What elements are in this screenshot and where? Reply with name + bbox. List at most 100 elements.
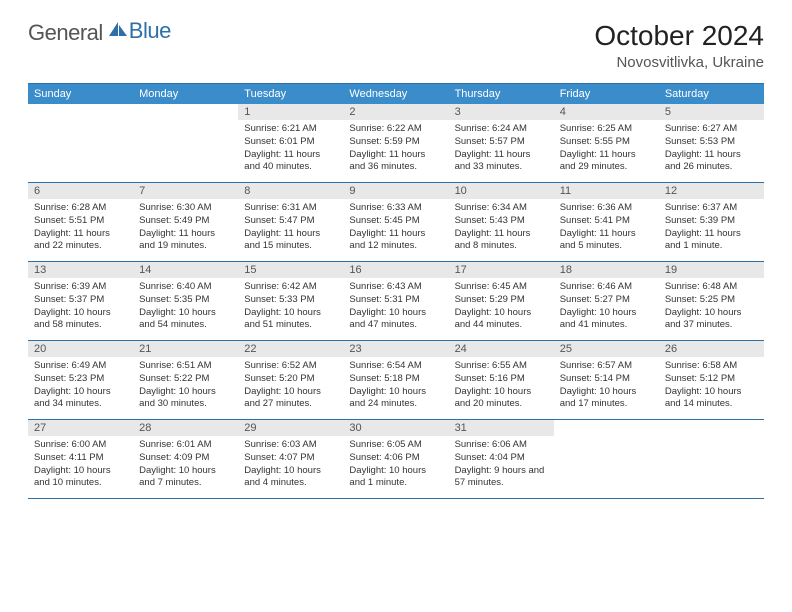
calendar-day: 25Sunrise: 6:57 AMSunset: 5:14 PMDayligh… <box>554 341 659 419</box>
day-details: Sunrise: 6:51 AMSunset: 5:22 PMDaylight:… <box>133 357 238 417</box>
day-number: 28 <box>133 420 238 436</box>
calendar-day: 8Sunrise: 6:31 AMSunset: 5:47 PMDaylight… <box>238 183 343 261</box>
week-row: 6Sunrise: 6:28 AMSunset: 5:51 PMDaylight… <box>28 183 764 262</box>
calendar-day: . <box>28 104 133 182</box>
day-details: Sunrise: 6:36 AMSunset: 5:41 PMDaylight:… <box>554 199 659 259</box>
day-number: 25 <box>554 341 659 357</box>
title-block: October 2024 Novosvitlivka, Ukraine <box>594 20 764 71</box>
logo-sail-icon <box>107 18 129 44</box>
day-number: 3 <box>449 104 554 120</box>
calendar-day: 30Sunrise: 6:05 AMSunset: 4:06 PMDayligh… <box>343 420 448 498</box>
day-number: 7 <box>133 183 238 199</box>
day-details: Sunrise: 6:37 AMSunset: 5:39 PMDaylight:… <box>659 199 764 259</box>
calendar-day: 3Sunrise: 6:24 AMSunset: 5:57 PMDaylight… <box>449 104 554 182</box>
weekday-header: Friday <box>554 84 659 104</box>
day-number: 8 <box>238 183 343 199</box>
day-number: 22 <box>238 341 343 357</box>
week-row: 27Sunrise: 6:00 AMSunset: 4:11 PMDayligh… <box>28 420 764 499</box>
day-details: Sunrise: 6:57 AMSunset: 5:14 PMDaylight:… <box>554 357 659 417</box>
day-number: 20 <box>28 341 133 357</box>
weekday-header: Tuesday <box>238 84 343 104</box>
day-number: 30 <box>343 420 448 436</box>
day-details: Sunrise: 6:39 AMSunset: 5:37 PMDaylight:… <box>28 278 133 338</box>
calendar-day: 9Sunrise: 6:33 AMSunset: 5:45 PMDaylight… <box>343 183 448 261</box>
calendar-day: 1Sunrise: 6:21 AMSunset: 6:01 PMDaylight… <box>238 104 343 182</box>
day-number: 9 <box>343 183 448 199</box>
day-details: Sunrise: 6:24 AMSunset: 5:57 PMDaylight:… <box>449 120 554 180</box>
day-details: Sunrise: 6:21 AMSunset: 6:01 PMDaylight:… <box>238 120 343 180</box>
day-number: 11 <box>554 183 659 199</box>
calendar-day: 18Sunrise: 6:46 AMSunset: 5:27 PMDayligh… <box>554 262 659 340</box>
day-number: 26 <box>659 341 764 357</box>
calendar-day: 20Sunrise: 6:49 AMSunset: 5:23 PMDayligh… <box>28 341 133 419</box>
weekday-header: Wednesday <box>343 84 448 104</box>
page-title: October 2024 <box>594 20 764 52</box>
day-details: Sunrise: 6:22 AMSunset: 5:59 PMDaylight:… <box>343 120 448 180</box>
calendar-day: 17Sunrise: 6:45 AMSunset: 5:29 PMDayligh… <box>449 262 554 340</box>
day-details: Sunrise: 6:52 AMSunset: 5:20 PMDaylight:… <box>238 357 343 417</box>
day-details: Sunrise: 6:00 AMSunset: 4:11 PMDaylight:… <box>28 436 133 496</box>
day-number: 16 <box>343 262 448 278</box>
day-details: Sunrise: 6:42 AMSunset: 5:33 PMDaylight:… <box>238 278 343 338</box>
calendar-day: 7Sunrise: 6:30 AMSunset: 5:49 PMDaylight… <box>133 183 238 261</box>
header: General Blue October 2024 Novosvitlivka,… <box>28 20 764 71</box>
day-number: 27 <box>28 420 133 436</box>
day-number: 12 <box>659 183 764 199</box>
calendar-day: 15Sunrise: 6:42 AMSunset: 5:33 PMDayligh… <box>238 262 343 340</box>
logo-text-right: Blue <box>129 18 171 44</box>
calendar-day: 27Sunrise: 6:00 AMSunset: 4:11 PMDayligh… <box>28 420 133 498</box>
calendar-day: 13Sunrise: 6:39 AMSunset: 5:37 PMDayligh… <box>28 262 133 340</box>
calendar-day: 24Sunrise: 6:55 AMSunset: 5:16 PMDayligh… <box>449 341 554 419</box>
day-details: Sunrise: 6:34 AMSunset: 5:43 PMDaylight:… <box>449 199 554 259</box>
day-number: 17 <box>449 262 554 278</box>
day-details: Sunrise: 6:55 AMSunset: 5:16 PMDaylight:… <box>449 357 554 417</box>
calendar-day: . <box>133 104 238 182</box>
calendar-day: 29Sunrise: 6:03 AMSunset: 4:07 PMDayligh… <box>238 420 343 498</box>
day-number: 13 <box>28 262 133 278</box>
day-number: 29 <box>238 420 343 436</box>
day-details: Sunrise: 6:49 AMSunset: 5:23 PMDaylight:… <box>28 357 133 417</box>
calendar-day: . <box>659 420 764 498</box>
calendar-day: 11Sunrise: 6:36 AMSunset: 5:41 PMDayligh… <box>554 183 659 261</box>
calendar-day: 26Sunrise: 6:58 AMSunset: 5:12 PMDayligh… <box>659 341 764 419</box>
calendar-day: 19Sunrise: 6:48 AMSunset: 5:25 PMDayligh… <box>659 262 764 340</box>
calendar-day: . <box>554 420 659 498</box>
logo: General Blue <box>28 20 171 46</box>
calendar-day: 31Sunrise: 6:06 AMSunset: 4:04 PMDayligh… <box>449 420 554 498</box>
calendar-day: 14Sunrise: 6:40 AMSunset: 5:35 PMDayligh… <box>133 262 238 340</box>
calendar-day: 4Sunrise: 6:25 AMSunset: 5:55 PMDaylight… <box>554 104 659 182</box>
day-number: 6 <box>28 183 133 199</box>
weekday-header: Thursday <box>449 84 554 104</box>
day-number: 23 <box>343 341 448 357</box>
logo-text-left: General <box>28 20 103 46</box>
day-number: 15 <box>238 262 343 278</box>
calendar: SundayMondayTuesdayWednesdayThursdayFrid… <box>28 83 764 499</box>
day-number: 24 <box>449 341 554 357</box>
day-number: 31 <box>449 420 554 436</box>
day-number: 14 <box>133 262 238 278</box>
calendar-day: 16Sunrise: 6:43 AMSunset: 5:31 PMDayligh… <box>343 262 448 340</box>
weekday-header: Monday <box>133 84 238 104</box>
calendar-day: 28Sunrise: 6:01 AMSunset: 4:09 PMDayligh… <box>133 420 238 498</box>
day-number: 2 <box>343 104 448 120</box>
week-row: 20Sunrise: 6:49 AMSunset: 5:23 PMDayligh… <box>28 341 764 420</box>
day-number: 5 <box>659 104 764 120</box>
day-details: Sunrise: 6:33 AMSunset: 5:45 PMDaylight:… <box>343 199 448 259</box>
calendar-day: 10Sunrise: 6:34 AMSunset: 5:43 PMDayligh… <box>449 183 554 261</box>
calendar-day: 21Sunrise: 6:51 AMSunset: 5:22 PMDayligh… <box>133 341 238 419</box>
day-details: Sunrise: 6:06 AMSunset: 4:04 PMDaylight:… <box>449 436 554 496</box>
day-number: 18 <box>554 262 659 278</box>
day-details: Sunrise: 6:45 AMSunset: 5:29 PMDaylight:… <box>449 278 554 338</box>
day-details: Sunrise: 6:30 AMSunset: 5:49 PMDaylight:… <box>133 199 238 259</box>
day-details: Sunrise: 6:43 AMSunset: 5:31 PMDaylight:… <box>343 278 448 338</box>
day-details: Sunrise: 6:46 AMSunset: 5:27 PMDaylight:… <box>554 278 659 338</box>
calendar-day: 5Sunrise: 6:27 AMSunset: 5:53 PMDaylight… <box>659 104 764 182</box>
location: Novosvitlivka, Ukraine <box>594 54 764 71</box>
calendar-day: 2Sunrise: 6:22 AMSunset: 5:59 PMDaylight… <box>343 104 448 182</box>
day-number: 19 <box>659 262 764 278</box>
calendar-day: 6Sunrise: 6:28 AMSunset: 5:51 PMDaylight… <box>28 183 133 261</box>
day-details: Sunrise: 6:58 AMSunset: 5:12 PMDaylight:… <box>659 357 764 417</box>
weekday-header-row: SundayMondayTuesdayWednesdayThursdayFrid… <box>28 84 764 104</box>
day-details: Sunrise: 6:28 AMSunset: 5:51 PMDaylight:… <box>28 199 133 259</box>
day-number: 4 <box>554 104 659 120</box>
